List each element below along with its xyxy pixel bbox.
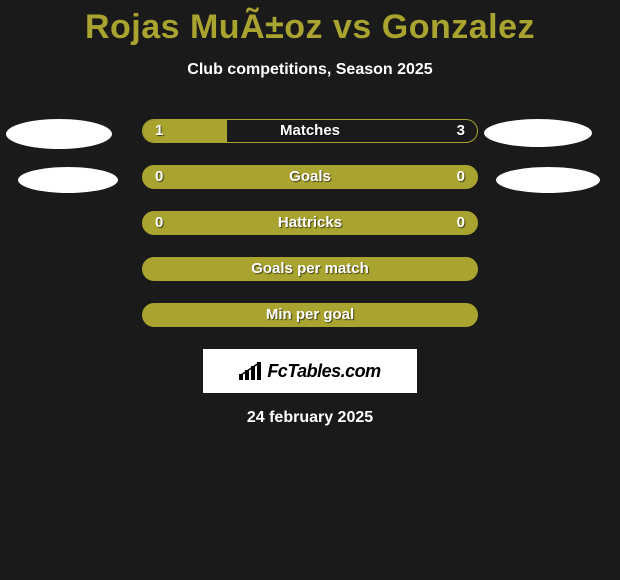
stat-label: Min per goal: [143, 304, 477, 326]
stat-value-right: 0: [457, 166, 465, 188]
stat-value-left: 0: [155, 166, 163, 188]
stat-bar: Min per goal: [142, 303, 478, 327]
stat-value-left: 1: [155, 120, 163, 142]
stat-label: Matches: [143, 120, 477, 142]
stat-value-right: 3: [457, 120, 465, 142]
subtitle: Club competitions, Season 2025: [0, 61, 620, 79]
stat-bar: Matches1 3: [142, 119, 478, 143]
stat-bar: Goals0 0: [142, 165, 478, 189]
stat-label: Goals per match: [143, 258, 477, 280]
logo-text: FcTables.com: [267, 361, 380, 382]
player-ellipse-right_mid: [496, 167, 600, 193]
logo-box: FcTables.com: [203, 349, 417, 393]
comparison-chart: Matches13Goals00Hattricks00Goals per mat…: [0, 119, 620, 327]
stat-bar: Goals per match: [142, 257, 478, 281]
stat-bar: Hattricks0 0: [142, 211, 478, 235]
bar-chart-icon: [239, 362, 263, 380]
stat-label: Goals: [143, 166, 477, 188]
stat-label: Hattricks: [143, 212, 477, 234]
date-label: 24 february 2025: [0, 409, 620, 427]
player-ellipse-left_mid: [18, 167, 118, 193]
player-ellipse-right_top: [484, 119, 592, 147]
stat-value-left: 0: [155, 212, 163, 234]
page-title: Rojas MuÃ±oz vs Gonzalez: [0, 0, 620, 47]
player-ellipse-left_top: [6, 119, 112, 149]
stat-value-right: 0: [457, 212, 465, 234]
